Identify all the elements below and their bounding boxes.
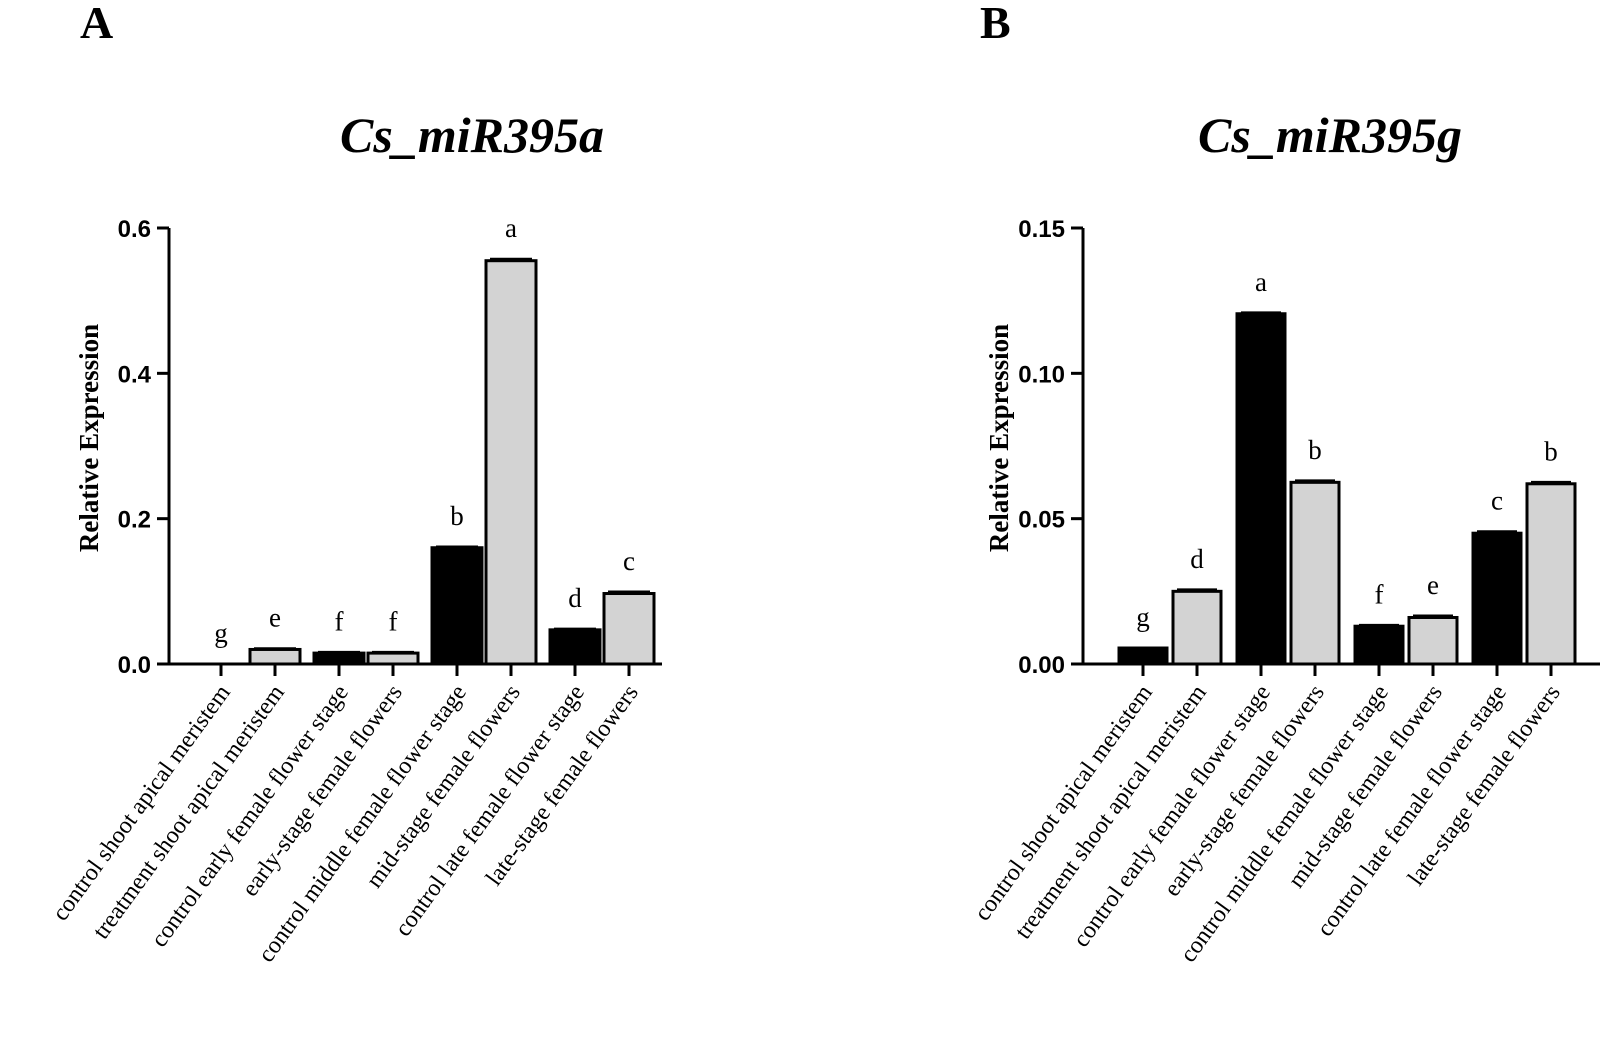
bar-a bbox=[248, 647, 302, 666]
significance-label-a: b bbox=[450, 501, 464, 531]
y-tick-label-a: 0.2 bbox=[118, 507, 151, 534]
y-tick-label-b: 0.10 bbox=[1018, 361, 1065, 388]
bar-b bbox=[1353, 624, 1405, 666]
y-tick-label-b: 0.00 bbox=[1018, 652, 1065, 679]
bar-b bbox=[1407, 615, 1459, 666]
y-tick-label-a: 0.4 bbox=[118, 361, 152, 388]
bar-b bbox=[1235, 312, 1287, 666]
significance-label-a: d bbox=[568, 583, 582, 613]
bar-a bbox=[366, 651, 420, 666]
bar-a bbox=[312, 651, 366, 666]
bar-b bbox=[1117, 646, 1169, 666]
y-tick-label-b: 0.15 bbox=[1018, 216, 1065, 243]
y-axis-label-a: Relative Expression bbox=[74, 324, 104, 552]
significance-label-b: f bbox=[1375, 579, 1384, 609]
chart-title-b: Cs_miR395g bbox=[1198, 107, 1462, 163]
significance-label-b: e bbox=[1427, 570, 1439, 600]
y-axis-label-b: Relative Expression bbox=[984, 324, 1014, 552]
bar-b bbox=[1171, 589, 1223, 666]
chart-title-a: Cs_miR395a bbox=[340, 107, 604, 163]
bar-a bbox=[430, 546, 484, 666]
significance-label-a: g bbox=[214, 618, 228, 648]
significance-label-b: c bbox=[1491, 486, 1503, 516]
bar-b bbox=[1289, 480, 1341, 666]
significance-label-b: b bbox=[1308, 435, 1322, 465]
bar-b bbox=[1525, 482, 1577, 666]
significance-label-b: d bbox=[1190, 544, 1204, 574]
bar-b bbox=[1471, 531, 1523, 666]
bar-a bbox=[602, 592, 656, 666]
significance-label-a: f bbox=[335, 606, 344, 636]
significance-label-b: b bbox=[1544, 436, 1558, 466]
y-tick-label-a: 0.0 bbox=[118, 652, 151, 679]
significance-label-a: a bbox=[505, 213, 517, 243]
significance-label-a: f bbox=[389, 606, 398, 636]
significance-label-b: a bbox=[1255, 267, 1267, 297]
significance-label-a: e bbox=[269, 603, 281, 633]
y-tick-label-a: 0.6 bbox=[118, 216, 151, 243]
significance-label-b: g bbox=[1136, 602, 1150, 632]
panel-letter-a: A bbox=[80, 0, 113, 48]
bar-a bbox=[548, 628, 602, 666]
y-tick-label-b: 0.05 bbox=[1018, 507, 1065, 534]
panel-letter-b: B bbox=[980, 0, 1011, 48]
bar-a bbox=[484, 259, 538, 666]
significance-label-a: c bbox=[623, 546, 635, 576]
